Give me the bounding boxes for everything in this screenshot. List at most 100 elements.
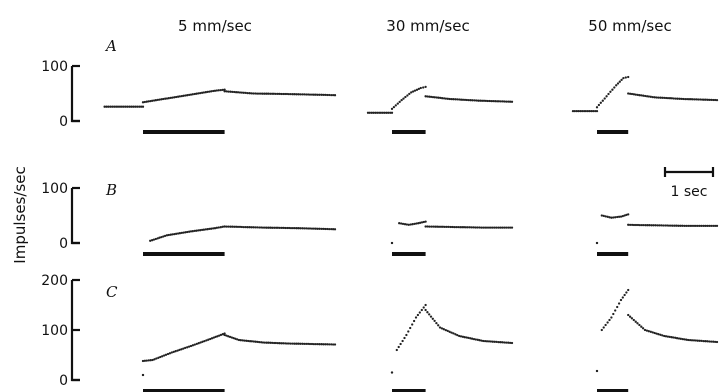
panel-a-col3-point [607, 92, 610, 96]
panel-c-col1-point [299, 342, 302, 345]
panel-a-col1-point [199, 91, 202, 95]
panel-c-col1-point [247, 339, 250, 343]
panel-a-col1-point [287, 92, 291, 96]
panel-a-col3-point [715, 98, 719, 102]
panel-a-col2-point [441, 97, 444, 100]
panel-c-col1-point [295, 342, 298, 345]
panel-a-col2-point [444, 97, 448, 100]
panel-c-col3-point [612, 312, 615, 316]
panel-b-col1-point [258, 226, 261, 229]
panel-b-col2-point [409, 223, 412, 226]
column-title-30mm: 30 mm/sec [386, 17, 469, 35]
panel-c-col1-point [267, 341, 270, 344]
panel-c-col3-point [621, 296, 624, 299]
panel-c-col1-point [162, 354, 166, 357]
panel-a-col1-point [240, 91, 244, 94]
panel-a-col2-point [389, 111, 392, 114]
panel-a-col1-point [176, 95, 180, 98]
panel-b-col3-point [690, 224, 694, 228]
panel-c-col1-point [301, 342, 304, 345]
panel-c-col3-point [606, 321, 609, 324]
panel-a-col2-point [424, 95, 427, 98]
panel-a-col3-point [594, 109, 597, 113]
panel-a-col1-point [261, 92, 264, 95]
panel-c-col1-point [228, 335, 232, 339]
panel-c-col3-point [638, 323, 641, 327]
panel-c-col3-point [690, 339, 694, 342]
panel-c-col1-point [258, 340, 261, 344]
panel-a-col1-point [206, 90, 209, 94]
panel-b-col2-point [508, 226, 512, 229]
panel-a-col1-point [333, 94, 337, 97]
panel-b-col3-point [644, 224, 647, 227]
panel-b-col1-point [165, 234, 169, 237]
panel-a-col1-point [200, 91, 204, 94]
panel-a-col2-point [429, 95, 433, 99]
panel-a-col2-point [477, 99, 480, 102]
panel-b-col1-point [322, 227, 325, 231]
panel-c-col3-point [708, 340, 711, 343]
panel-b-col3-point [632, 223, 636, 227]
panel-c-col2-point [510, 341, 514, 345]
panel-a-col2-point [437, 96, 440, 99]
panel-c-col1-point [147, 359, 150, 362]
panel-a-col3-point [689, 98, 693, 101]
panel-c-col2-point [397, 345, 400, 349]
panel-c-col3-point [608, 318, 611, 322]
panel-b-col3-point [614, 216, 617, 219]
panel-c-col1-point [174, 350, 177, 353]
panel-c-col2-point [465, 336, 468, 339]
scale-bar: 1 sec [663, 167, 715, 200]
panel-b-col3-point [677, 224, 680, 227]
panel-c-col3-point [664, 335, 668, 338]
panel-a-col1-point [113, 105, 116, 108]
panel-a-col1-point [297, 93, 300, 96]
panel-a-col1-point [295, 93, 298, 96]
panel-c-col2-point [508, 341, 512, 345]
panel-b-col2-point [407, 223, 410, 226]
panel-c-col2-point [467, 336, 470, 340]
panel-a-col1-point [107, 105, 110, 108]
panel-b-col1-point [291, 226, 295, 230]
panel-c-col3-point [651, 331, 654, 334]
panel-a-col3-point [581, 109, 584, 113]
panel-b-col1-point [263, 226, 267, 229]
panel-a-col3-point [586, 109, 589, 113]
panel-a-col2-point [408, 92, 411, 96]
panel-b-col3-point [660, 224, 663, 227]
panel-a-col2-point [372, 111, 375, 114]
panel-b-col1-point [289, 226, 293, 230]
panel-c-col3-point [627, 313, 630, 317]
panel-c-col1-point [223, 333, 226, 337]
panel-a-col1-point [213, 89, 217, 92]
panel-a-col2-point [499, 100, 502, 103]
panel-c-col1-point [157, 356, 160, 359]
panel-c-col3-point [715, 340, 719, 344]
panel-a-col2-point [501, 100, 504, 103]
y-axis-label: Impulses/sec [11, 166, 29, 263]
panel-a-col1-point [178, 95, 182, 98]
panel-b-col2-point [466, 226, 469, 229]
panel-c-col1-point [285, 342, 289, 345]
panel-a-col1-point [116, 105, 120, 108]
panel-c-col2-point [485, 340, 489, 343]
panel-a-col2-point [479, 99, 482, 102]
panel-a-col2-point [385, 111, 388, 114]
panel-c-col1-point [328, 343, 331, 346]
panel-c-col2-point [463, 336, 466, 339]
panel-a-col1-point [255, 92, 259, 95]
panel-b-col3-point [636, 223, 640, 227]
panel-a-col2-point [446, 97, 449, 100]
panel-b-col1-point [269, 226, 272, 229]
panel-c-col1-point [293, 342, 296, 345]
panel-a-col1-point [285, 92, 289, 96]
panel-a-col2-point [400, 98, 403, 102]
panel-c-col1-point [276, 341, 279, 345]
panel-c-col2-point [446, 329, 449, 333]
panel-b-col2-point [478, 226, 481, 229]
panel-b-col1-point [324, 227, 327, 231]
panel-b-col2-point [507, 226, 510, 229]
panel-b-col2-point [459, 226, 462, 229]
panel-c-col1-point [237, 338, 241, 342]
